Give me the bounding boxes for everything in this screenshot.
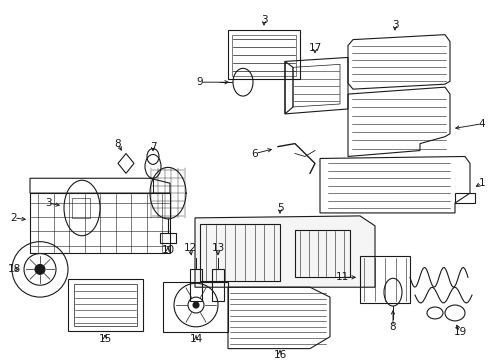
Text: 7: 7 [149, 141, 156, 152]
Text: 13: 13 [211, 243, 224, 253]
Text: 14: 14 [189, 334, 202, 344]
Text: 9: 9 [196, 77, 203, 87]
Text: 1: 1 [478, 178, 484, 188]
Bar [30, 193, 170, 253]
Bar [359, 256, 409, 303]
Ellipse shape [35, 265, 45, 274]
Text: 12: 12 [183, 243, 196, 253]
Text: 8: 8 [115, 139, 121, 149]
Bar [72, 198, 90, 218]
Text: 2: 2 [11, 213, 17, 223]
Text: 5: 5 [276, 203, 283, 213]
Bar [227, 30, 299, 79]
Bar [231, 35, 295, 76]
Text: 4: 4 [478, 119, 484, 129]
Text: 8: 8 [389, 322, 395, 332]
Text: 18: 18 [7, 264, 20, 274]
Text: 3: 3 [44, 198, 51, 208]
Text: 3: 3 [391, 20, 398, 30]
Text: 16: 16 [273, 350, 286, 360]
Text: 6: 6 [251, 149, 258, 158]
Bar [74, 284, 137, 326]
Text: 19: 19 [452, 327, 466, 337]
Bar [68, 279, 142, 331]
Text: 11: 11 [335, 272, 348, 282]
Text: 17: 17 [308, 42, 321, 53]
Text: 15: 15 [98, 334, 111, 344]
Bar [212, 269, 224, 301]
Text: 3: 3 [260, 15, 267, 25]
Bar [163, 282, 227, 332]
Text: 10: 10 [161, 244, 174, 255]
Bar [294, 230, 349, 277]
Bar [190, 269, 202, 301]
Bar [160, 233, 176, 243]
Bar [200, 224, 280, 281]
Polygon shape [195, 216, 374, 287]
Ellipse shape [193, 302, 199, 308]
